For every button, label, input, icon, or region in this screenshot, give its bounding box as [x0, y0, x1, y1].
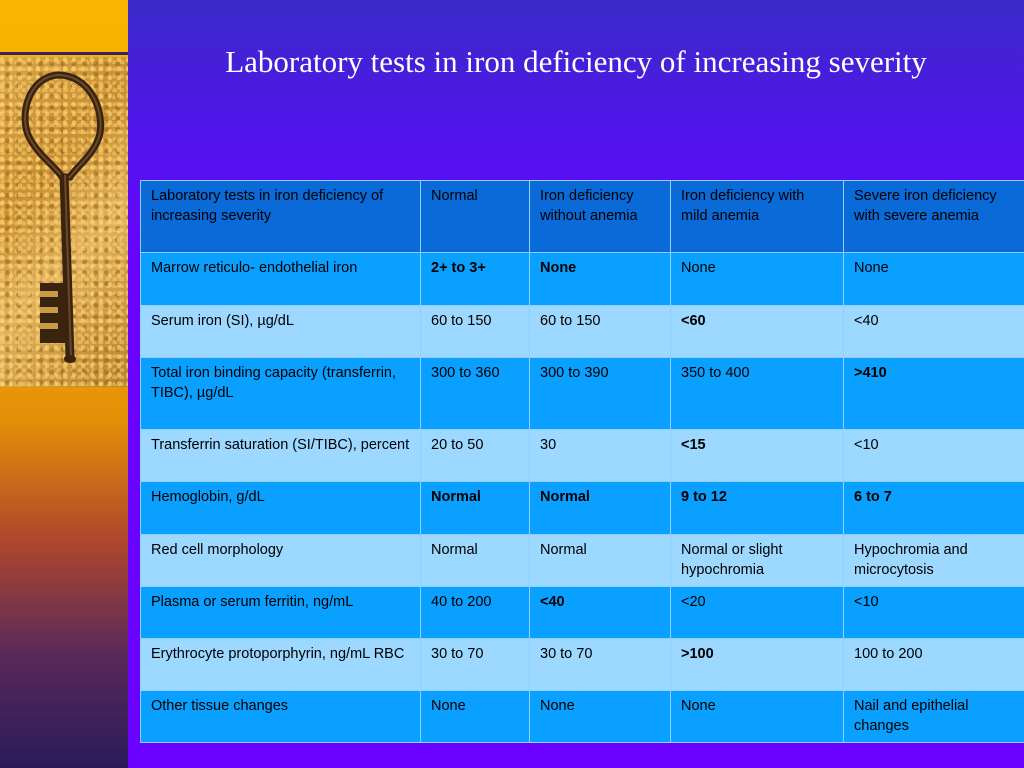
table-cell: None	[420, 690, 530, 743]
table-row: Hemoglobin, g/dL Normal Normal 9 to 12 6 to …	[140, 481, 1024, 535]
table-cell: <40	[529, 586, 671, 639]
row-label-cell: Marrow reticulo- endothelial iron	[140, 252, 421, 306]
header-cell: Iron deficiency without anemia	[529, 180, 671, 253]
table-cell: >100	[670, 638, 844, 691]
antique-key-image	[0, 57, 128, 387]
table-cell: 30	[529, 429, 671, 482]
table-cell: Normal	[529, 534, 671, 587]
table-cell: 20 to 50	[420, 429, 530, 482]
row-label-cell: Hemoglobin, g/dL	[140, 481, 421, 535]
table-cell: Nail and epithelial changes	[843, 690, 1024, 743]
table-row: Other tissue changes None None None Nail and…	[140, 690, 1024, 743]
lab-tests-table: Laboratory tests in iron deficiency of i…	[140, 180, 1024, 743]
row-label-cell: Serum iron (SI), µg/dL	[140, 305, 421, 358]
table-cell: 300 to 390	[529, 357, 671, 430]
table-row: Erythrocyte protoporphyrin, ng/mL RBC 30 …	[140, 638, 1024, 691]
table-cell: 6 to 7	[843, 481, 1024, 535]
table-cell: None	[670, 690, 844, 743]
table-cell: Normal	[420, 481, 530, 535]
table-cell: 350 to 400	[670, 357, 844, 430]
slide-title: Laboratory tests in iron deficiency of i…	[225, 44, 927, 79]
table-cell: Normal or slight hypochromia	[670, 534, 844, 587]
stripe-divider	[0, 52, 128, 55]
table-row: Serum iron (SI), µg/dL 60 to 150 60 to 150…	[140, 305, 1024, 358]
table-cell: 300 to 360	[420, 357, 530, 430]
row-label-cell: Other tissue changes	[140, 690, 421, 743]
table-cell: <20	[670, 586, 844, 639]
table-cell: None	[843, 252, 1024, 306]
header-cell: Iron deficiency with mild anemia	[670, 180, 844, 253]
header-cell: Laboratory tests in iron deficiency of i…	[140, 180, 421, 253]
key-icon	[21, 71, 105, 363]
table-cell: <40	[843, 305, 1024, 358]
table-row: Marrow reticulo- endothelial iron 2+ to 3…	[140, 252, 1024, 306]
table-cell: <15	[670, 429, 844, 482]
table-cell: None	[670, 252, 844, 306]
table-cell: 30 to 70	[529, 638, 671, 691]
table-cell: <60	[670, 305, 844, 358]
table-cell: >410	[843, 357, 1024, 430]
table-cell: 60 to 150	[529, 305, 671, 358]
row-label-cell: Total iron binding capacity (transferrin…	[140, 357, 421, 430]
row-label-cell: Plasma or serum ferritin, ng/mL	[140, 586, 421, 639]
table-cell: 60 to 150	[420, 305, 530, 358]
table-cell: Normal	[529, 481, 671, 535]
table-row: Plasma or serum ferritin, ng/mL 40 to 200…	[140, 586, 1024, 639]
table-row: Total iron binding capacity (transferrin…	[140, 357, 1024, 430]
row-label-cell: Erythrocyte protoporphyrin, ng/mL RBC	[140, 638, 421, 691]
row-label-cell: Transferrin saturation (SI/TIBC), percen…	[140, 429, 421, 482]
table-cell: 100 to 200	[843, 638, 1024, 691]
table-cell: <10	[843, 429, 1024, 482]
table-cell: 2+ to 3+	[420, 252, 530, 306]
table-header-row: Laboratory tests in iron deficiency of i…	[140, 180, 1024, 253]
table-cell: 9 to 12	[670, 481, 844, 535]
table-cell: 30 to 70	[420, 638, 530, 691]
row-label-cell: Red cell morphology	[140, 534, 421, 587]
table-row: Red cell morphology Normal Normal Normal or…	[140, 534, 1024, 587]
table-cell: <10	[843, 586, 1024, 639]
table-cell: Hypochromia and microcytosis	[843, 534, 1024, 587]
table-cell: None	[529, 690, 671, 743]
header-cell: Normal	[420, 180, 530, 253]
table-cell: 40 to 200	[420, 586, 530, 639]
table-cell: Normal	[420, 534, 530, 587]
table-cell: None	[529, 252, 671, 306]
header-cell: Severe iron deficiency with severe anemi…	[843, 180, 1024, 253]
table-row: Transferrin saturation (SI/TIBC), percen…	[140, 429, 1024, 482]
